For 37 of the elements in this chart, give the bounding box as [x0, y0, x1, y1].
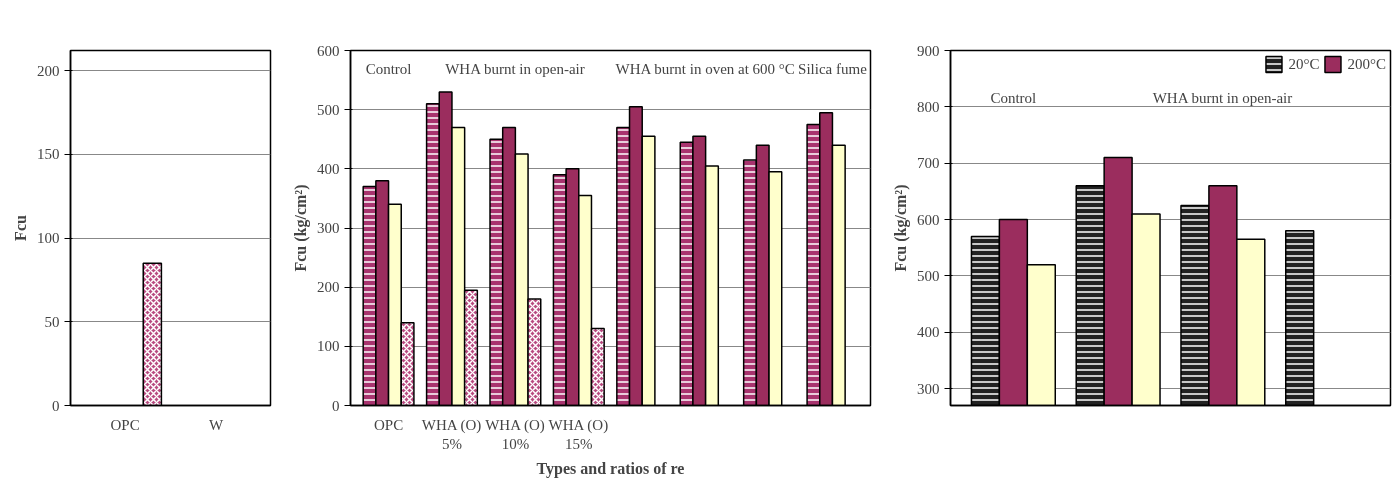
annotation: Control [990, 89, 1037, 106]
annotation: WHA burnt in open-air [1152, 89, 1293, 106]
y-tick-label: 300 [317, 220, 340, 236]
y-axis-title: Fcu (kg/cm²) [292, 184, 310, 272]
y-axis-title: Fcu (kg/cm²) [892, 184, 910, 272]
annotation: Silica fume [798, 61, 868, 78]
x-tick-label: W [208, 416, 224, 433]
y-tick-label: 50 [44, 313, 60, 330]
annotation: WHA burnt in open-air [445, 61, 585, 78]
y-tick-label: 400 [317, 160, 340, 177]
y-tick-label: 600 [917, 211, 940, 228]
y-tick-label: 150 [37, 146, 60, 163]
y-axis-title: Fcu [12, 215, 29, 241]
annotation: WHA burnt in oven at 600 °C [615, 61, 795, 78]
y-tick-label: 700 [917, 155, 940, 172]
y-tick-label: 100 [317, 338, 340, 355]
y-tick-label: 600 [317, 42, 340, 59]
x-tick-label: WHA (O) 15% [548, 416, 609, 452]
x-tick-label: OPC [373, 416, 404, 433]
y-tick-label: 500 [317, 101, 340, 118]
y-tick-label: 200 [37, 62, 60, 79]
y-tick-label: 500 [917, 267, 940, 284]
x-tick-label: OPC [110, 416, 140, 433]
y-tick-label: 300 [917, 380, 940, 397]
x-tick-label: WHA (O) 10% [485, 416, 545, 452]
y-tick-label: 100 [37, 230, 60, 247]
y-tick-label: 900 [917, 42, 940, 59]
legend-label: 20°C [1288, 55, 1320, 73]
annotation: Control [365, 61, 412, 78]
y-tick-label: 800 [917, 98, 940, 115]
y-tick-label: 0 [332, 397, 340, 414]
x-axis-title: Types and ratios of re [536, 459, 685, 478]
y-tick-label: 400 [917, 324, 940, 341]
legend-label: 200°C [1347, 55, 1386, 73]
x-tick-label: WHA (O) 5% [421, 416, 482, 452]
y-tick-label: 200 [317, 279, 340, 296]
y-tick-label: 0 [52, 397, 60, 414]
